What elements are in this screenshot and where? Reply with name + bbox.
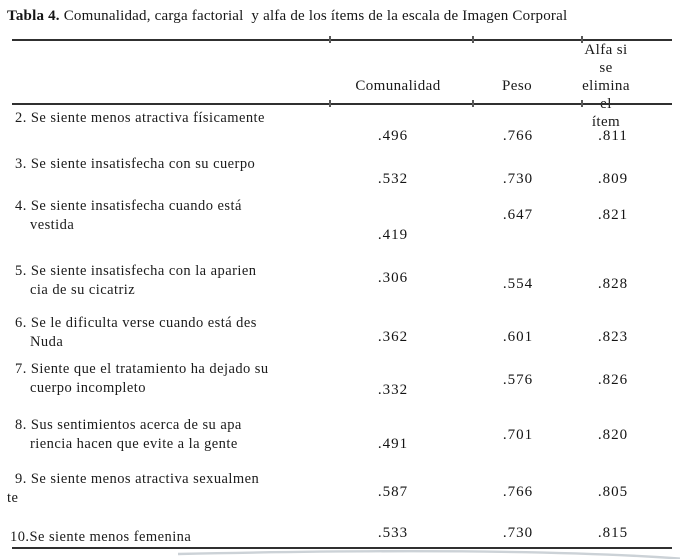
- comunalidad-value: .419: [377, 227, 409, 243]
- table-row: 5. Se siente insatisfecha con la aparien…: [12, 258, 672, 310]
- comunalidad-value: .491: [377, 436, 409, 452]
- alfa-value: .809: [597, 171, 629, 187]
- comunalidad-value: .496: [377, 128, 409, 144]
- table-row: 3. Se siente insatisfecha con su cuerpo.…: [12, 151, 672, 193]
- table-row: 6. Se le dificulta verse cuando está des…: [12, 310, 672, 356]
- item-label: 10.Se siente menos femenina: [10, 529, 192, 545]
- comunalidad-value: .532: [377, 171, 409, 187]
- alfa-value: .823: [597, 329, 629, 345]
- header-rule: [12, 100, 672, 107]
- comunalidad-value: .533: [377, 525, 409, 541]
- peso-value: .766: [502, 484, 534, 500]
- column-tick: [329, 100, 331, 107]
- data-table: Comunalidad Peso Alfa si se elimina el í…: [7, 36, 672, 549]
- bottom-rule: [12, 547, 672, 549]
- item-label: 3. Se siente insatisfecha con su cuerpo: [15, 156, 256, 172]
- comunalidad-value: .306: [377, 270, 409, 286]
- peso-value: .554: [502, 276, 534, 292]
- peso-value: .576: [502, 372, 534, 388]
- comunalidad-value: .362: [377, 329, 409, 345]
- alfa-value: .820: [597, 427, 629, 443]
- table-title: Tabla 4. Comunalidad, carga factorial y …: [7, 6, 680, 26]
- peso-value: .730: [502, 525, 534, 541]
- item-label: 8. Sus sentimientos acerca de su apa rie…: [15, 417, 242, 452]
- item-label: 5. Se siente insatisfecha con la aparien…: [15, 263, 257, 298]
- peso-value: .601: [502, 329, 534, 345]
- table-row: 9. Se siente menos atractiva sexualmen t…: [7, 466, 672, 524]
- table-row: 4. Se siente insatisfecha cuando está ve…: [12, 193, 672, 258]
- table-row: 8. Sus sentimientos acerca de su apa rie…: [12, 412, 672, 466]
- page: Tabla 4. Comunalidad, carga factorial y …: [0, 6, 680, 559]
- item-label: 4. Se siente insatisfecha cuando está ve…: [15, 198, 242, 233]
- header-cell-peso: Peso: [502, 78, 532, 94]
- table-row: 7. Siente que el tratamiento ha dejado s…: [12, 356, 672, 412]
- peso-value: .701: [502, 427, 534, 443]
- column-tick: [472, 36, 474, 43]
- item-label: 7. Siente que el tratamiento ha dejado s…: [15, 361, 269, 396]
- top-rule: [12, 36, 672, 43]
- column-tick: [581, 100, 583, 107]
- peso-value: .730: [502, 171, 534, 187]
- alfa-value: .815: [597, 525, 629, 541]
- table-header: Comunalidad Peso Alfa si se elimina el í…: [12, 41, 672, 130]
- table-title-label: Tabla 4.: [7, 8, 60, 24]
- column-tick: [472, 100, 474, 107]
- alfa-value: .805: [597, 484, 629, 500]
- item-label: 9. Se siente menos atractiva sexualmen t…: [7, 471, 260, 506]
- column-tick: [329, 36, 331, 43]
- table-body: 2. Se siente menos atractiva físicamente…: [7, 105, 672, 547]
- comunalidad-value: .332: [377, 382, 409, 398]
- alfa-value: .828: [597, 276, 629, 292]
- table-row: 10.Se siente menos femenina .533 .730 .815: [10, 524, 672, 547]
- peso-value: .766: [502, 128, 534, 144]
- comunalidad-value: .587: [377, 484, 409, 500]
- table-title-text: Comunalidad, carga factorial y alfa de l…: [59, 8, 568, 24]
- peso-value: .647: [502, 207, 534, 223]
- item-label: 2. Se siente menos atractiva físicamente: [15, 110, 265, 126]
- table-row: 2. Se siente menos atractiva físicamente…: [12, 105, 672, 151]
- alfa-value: .811: [598, 128, 628, 144]
- alfa-value: .821: [597, 207, 629, 223]
- alfa-value: .826: [597, 372, 629, 388]
- header-cell-comunalidad: Comunalidad: [355, 78, 441, 94]
- column-tick: [581, 36, 583, 43]
- item-label: 6. Se le dificulta verse cuando está des…: [15, 315, 257, 350]
